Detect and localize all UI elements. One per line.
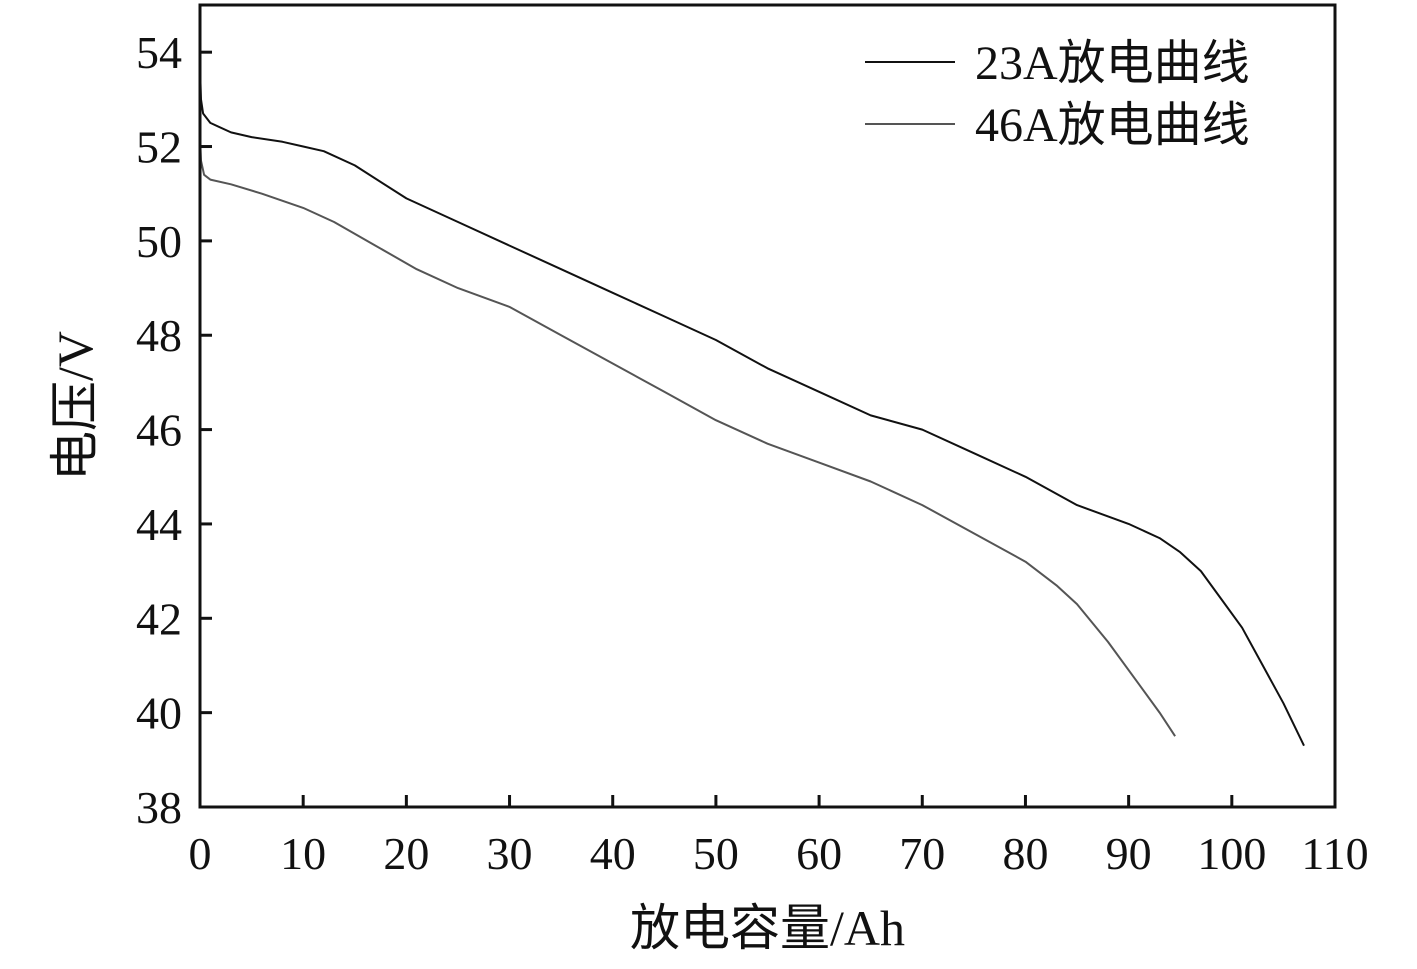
y-tick-label: 52 xyxy=(136,122,182,173)
series-line-2 xyxy=(199,137,1176,737)
x-tick-label: 80 xyxy=(1002,828,1048,879)
y-tick-label: 42 xyxy=(136,593,182,644)
x-tick-label: 60 xyxy=(796,828,842,879)
y-tick-label: 54 xyxy=(136,27,182,78)
x-tick-label: 10 xyxy=(280,828,326,879)
y-tick-label: 44 xyxy=(136,499,182,550)
x-tick-label: 50 xyxy=(693,828,739,879)
legend: 23A放电曲线 46A放电曲线 xyxy=(865,37,1250,152)
y-tick-label: 40 xyxy=(136,688,182,739)
y-tick-label: 50 xyxy=(136,216,182,267)
y-tick-label: 48 xyxy=(136,310,182,361)
legend-label-2: 46A放电曲线 xyxy=(975,99,1250,152)
x-tick-label: 20 xyxy=(383,828,429,879)
x-axis-ticks: 0 10 20 30 40 50 60 70 80 90 100 110 xyxy=(189,795,1369,879)
x-tick-label: 70 xyxy=(899,828,945,879)
x-tick-label: 100 xyxy=(1197,828,1266,879)
y-axis-title: 电压/V xyxy=(47,331,103,481)
series-line-1 xyxy=(199,66,1305,747)
x-tick-label: 40 xyxy=(590,828,636,879)
x-tick-label: 0 xyxy=(189,828,212,879)
x-axis-title: 放电容量/Ah xyxy=(630,900,905,956)
y-tick-label: 38 xyxy=(136,782,182,833)
series-layer xyxy=(199,66,1305,747)
x-tick-label: 30 xyxy=(487,828,533,879)
y-axis-ticks: 38 40 42 44 46 48 50 52 54 xyxy=(136,27,212,833)
x-tick-label: 110 xyxy=(1301,828,1368,879)
y-tick-label: 46 xyxy=(136,405,182,456)
legend-label-1: 23A放电曲线 xyxy=(975,37,1250,90)
x-tick-label: 90 xyxy=(1106,828,1152,879)
plot-frame xyxy=(198,3,1337,809)
